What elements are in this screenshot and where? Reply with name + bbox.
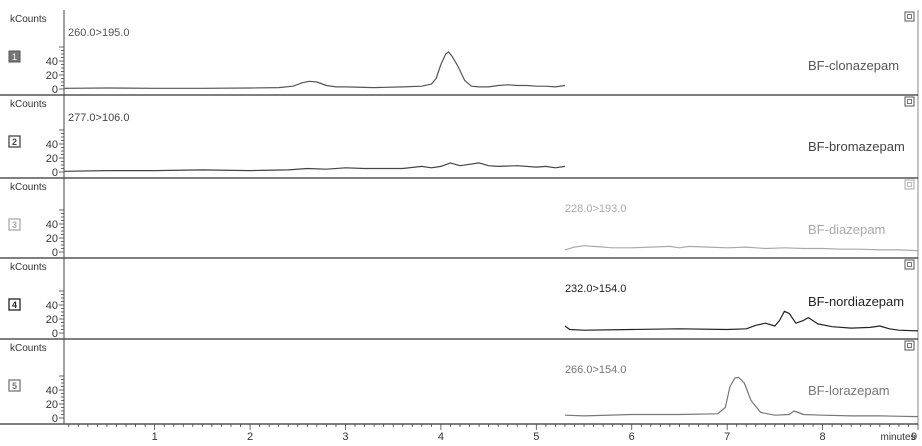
y-tick-label: 40 (46, 139, 58, 151)
transition-label-3: 228.0>193.0 (565, 203, 626, 215)
y-unit-label-4: kCounts (10, 262, 47, 273)
y-tick-label: 20 (46, 153, 58, 165)
y-tick-label: 40 (46, 56, 58, 68)
panel-restore-icon-inner (907, 343, 912, 348)
panel-index-box-4 (8, 298, 21, 311)
x-tick-label: 3 (342, 431, 348, 441)
transition-label-1: 260.0>195.0 (68, 27, 129, 39)
panel-restore-icon-inner (907, 262, 912, 267)
compound-name-4: BF-nordiazepam (808, 294, 904, 309)
panel-restore-icon (904, 179, 915, 190)
transition-label-5: 266.0>154.0 (565, 364, 626, 376)
panel-restore-icon (904, 259, 915, 270)
y-tick-label: 0 (52, 328, 58, 340)
y-tick-label: 20 (46, 233, 58, 245)
y-tick-label: 20 (46, 314, 58, 326)
y-tick-label: 0 (52, 84, 58, 96)
panel-index-box-2 (8, 135, 21, 148)
x-unit-label: minutes (880, 432, 915, 441)
panel-restore-icon (904, 340, 915, 351)
y-unit-label-5: kCounts (10, 343, 47, 354)
series-line-4 (564, 310, 919, 332)
series-line-5 (564, 376, 919, 418)
series-line-1 (63, 51, 565, 89)
x-tick-label: 7 (724, 431, 730, 441)
panel-restore-icon (904, 96, 915, 107)
transition-label-2: 277.0>106.0 (68, 112, 129, 124)
panel-restore-icon-inner (907, 182, 912, 187)
x-tick-label: 6 (629, 431, 635, 441)
y-unit-label-3: kCounts (10, 182, 47, 193)
compound-name-3: BF-diazepam (808, 222, 885, 237)
panel-restore-icon-inner (907, 14, 912, 19)
y-tick-label: 40 (46, 219, 58, 231)
y-tick-label: 40 (46, 385, 58, 397)
y-tick-label: 20 (46, 399, 58, 411)
panel-index-label-4: 4 (12, 300, 17, 310)
y-unit-label-2: kCounts (10, 99, 47, 110)
panel-index-box-5 (8, 379, 21, 392)
panel-index-label-1: 1 (12, 52, 17, 62)
y-tick-label: 0 (52, 167, 58, 179)
x-tick-label: 5 (533, 431, 539, 441)
y-tick-label: 20 (46, 70, 58, 82)
compound-name-1: BF-clonazepam (808, 58, 899, 73)
y-tick-label: 40 (46, 300, 58, 312)
y-tick-label: 0 (52, 247, 58, 259)
transition-label-4: 232.0>154.0 (565, 283, 626, 295)
panel-index-box-3 (8, 218, 21, 231)
series-line-3 (564, 245, 919, 252)
panel-restore-icon (904, 11, 915, 22)
x-tick-label: 1 (152, 431, 158, 441)
panel-index-box-1 (8, 50, 21, 63)
compound-name-5: BF-lorazepam (808, 383, 890, 398)
x-tick-label: 8 (820, 431, 826, 441)
panel-index-label-5: 5 (12, 381, 17, 391)
series-line-2 (63, 162, 565, 172)
y-tick-label: 0 (52, 413, 58, 425)
panel-index-label-3: 3 (12, 220, 17, 230)
x-tick-label: 4 (438, 431, 444, 441)
y-unit-label-1: kCounts (10, 14, 47, 25)
x-tick-label: 9 (911, 431, 917, 441)
x-tick-label: 2 (247, 431, 253, 441)
panel-index-label-2: 2 (12, 137, 17, 147)
compound-name-2: BF-bromazepam (808, 139, 905, 154)
panel-restore-icon-inner (907, 99, 912, 104)
